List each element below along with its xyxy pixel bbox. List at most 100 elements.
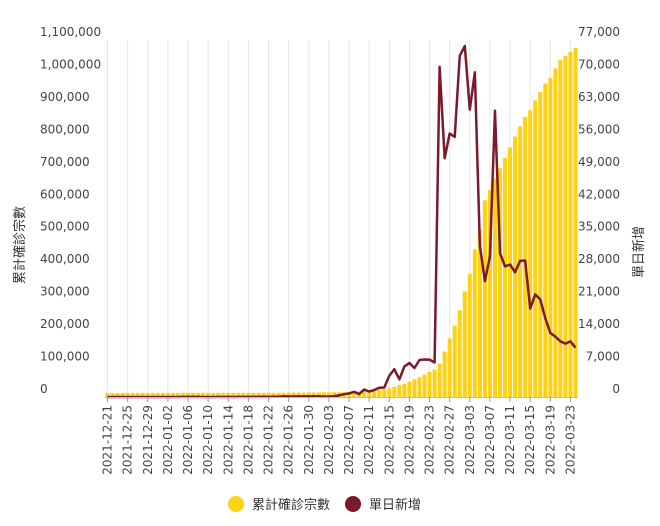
bar-cumulative <box>110 392 115 397</box>
bar-cumulative <box>372 390 377 397</box>
bar-cumulative <box>221 392 226 397</box>
bar-cumulative <box>140 392 145 397</box>
bar-cumulative <box>523 116 528 397</box>
right-y-tick-label: 70,000 <box>578 57 620 71</box>
bar-cumulative <box>352 391 357 397</box>
bar-cumulative <box>558 59 563 398</box>
x-tick-label: 2022-02-11 <box>362 405 376 475</box>
x-tick-label: 2022-03-15 <box>523 405 537 475</box>
bar-cumulative <box>462 291 467 397</box>
left-y-tick-label: 100,000 <box>40 350 90 364</box>
legend-swatch-daily <box>345 496 361 512</box>
x-tick-label: 2022-02-07 <box>342 405 356 475</box>
x-tick-label: 2022-03-23 <box>563 405 577 475</box>
bar-cumulative <box>528 110 533 397</box>
bar-cumulative <box>251 392 256 397</box>
bar-cumulative <box>306 392 311 397</box>
legend: 累計確診宗數 單日新增 <box>228 496 421 513</box>
bar-cumulative <box>236 392 241 397</box>
bar-cumulative <box>472 249 477 397</box>
left-y-tick-label: 700,000 <box>40 155 90 169</box>
x-tick-label: 2022-03-07 <box>483 405 497 475</box>
legend-swatch-cumulative <box>228 496 244 512</box>
line-layer <box>107 44 577 399</box>
bar-cumulative <box>120 392 125 397</box>
bar-cumulative <box>155 392 160 397</box>
bar-cumulative <box>105 392 110 397</box>
x-tick-label: 2022-01-26 <box>282 405 296 475</box>
bar-cumulative <box>397 384 402 397</box>
bar-cumulative <box>487 190 492 397</box>
x-tick-label: 2022-01-14 <box>221 405 235 475</box>
bar-cumulative <box>115 392 120 397</box>
x-tick-label: 2021-12-25 <box>121 405 135 475</box>
right-y-tick-label: 77,000 <box>578 25 620 39</box>
bar-cumulative <box>377 389 382 397</box>
bar-cumulative <box>211 392 216 397</box>
bar-cumulative <box>281 392 286 397</box>
left-y-tick-label: 1,100,000 <box>40 25 101 39</box>
bar-cumulative <box>186 392 191 397</box>
bar-cumulative <box>533 100 538 397</box>
bar-cumulative <box>437 363 442 397</box>
bar-layer <box>105 47 578 398</box>
bar-cumulative <box>543 83 548 397</box>
left-y-tick-label: 600,000 <box>40 187 90 201</box>
left-axis-title: 累計確診宗數 <box>12 206 28 284</box>
bar-cumulative <box>417 377 422 397</box>
bar-cumulative <box>367 390 372 397</box>
right-y-tick-label: 7,000 <box>586 350 620 364</box>
bar-cumulative <box>402 383 407 397</box>
bar-cumulative <box>196 392 201 397</box>
left-y-tick-label: 400,000 <box>40 252 90 266</box>
bar-cumulative <box>482 200 487 397</box>
bar-cumulative <box>553 68 558 398</box>
bar-cumulative <box>311 392 316 397</box>
line-daily-new <box>107 44 577 399</box>
left-y-tick-label: 800,000 <box>40 122 90 136</box>
right-y-tick-label: 63,000 <box>578 90 620 104</box>
x-tick-label: 2022-02-19 <box>402 405 416 475</box>
bar-cumulative <box>407 381 412 397</box>
bar-cumulative <box>241 392 246 397</box>
bar-cumulative <box>216 392 221 397</box>
bar-cumulative <box>160 392 165 397</box>
bar-cumulative <box>266 392 271 397</box>
bar-cumulative <box>286 392 291 397</box>
bar-cumulative <box>442 351 447 397</box>
axis-layer: 2021-12-21 2021-12-25 2021-12-29 2022-01-02… <box>12 25 647 475</box>
bar-cumulative <box>382 389 387 397</box>
x-tick-label: 2022-01-02 <box>161 405 175 475</box>
right-y-tick-label: 42,000 <box>578 187 620 201</box>
left-y-tick-label: 900,000 <box>40 90 90 104</box>
right-y-tick-label: 28,000 <box>578 252 620 266</box>
bar-cumulative <box>180 392 186 397</box>
bar-cumulative <box>296 392 301 397</box>
bar-cumulative <box>261 392 266 397</box>
right-y-tick-label: 56,000 <box>578 122 620 136</box>
bar-cumulative <box>316 392 321 397</box>
legend-label-cumulative: 累計確診宗數 <box>252 497 330 513</box>
x-tick-label: 2021-12-29 <box>141 405 155 475</box>
bar-cumulative <box>201 392 206 397</box>
bar-cumulative <box>447 338 452 397</box>
bar-cumulative <box>246 392 251 397</box>
bar-cumulative <box>432 369 437 397</box>
bar-cumulative <box>427 371 432 397</box>
x-tick-label: 2022-02-03 <box>322 405 336 475</box>
bar-cumulative <box>291 392 296 397</box>
legend-label-daily: 單日新增 <box>369 497 421 513</box>
bar-cumulative <box>321 392 326 397</box>
bar-cumulative <box>165 392 170 397</box>
x-tick-label: 2022-01-06 <box>181 405 195 475</box>
bar-cumulative <box>130 392 135 397</box>
bar-cumulative <box>191 392 196 397</box>
bar-cumulative <box>231 392 236 397</box>
bar-cumulative <box>508 147 513 397</box>
bar-cumulative <box>492 178 497 397</box>
bar-cumulative <box>206 392 211 397</box>
x-tick-label: 2022-02-27 <box>443 405 457 475</box>
bar-cumulative <box>452 325 457 397</box>
bar-cumulative <box>362 391 367 397</box>
